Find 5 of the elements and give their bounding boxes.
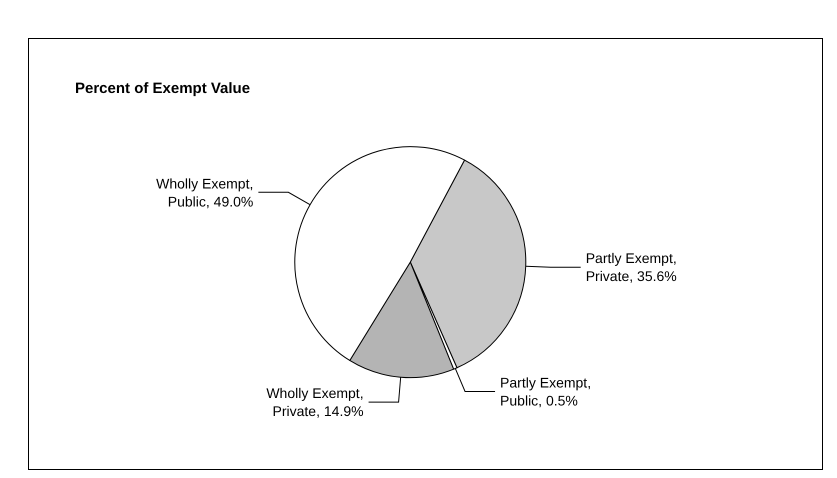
slice-label: Wholly Exempt, Private, 14.9% <box>266 385 364 420</box>
slice-label: Wholly Exempt, Public, 49.0% <box>156 175 254 210</box>
slice-label: Partly Exempt, Private, 35.6% <box>586 250 677 284</box>
slice-label: Partly Exempt, Public, 0.5% <box>500 374 592 408</box>
chart-title: Percent of Exempt Value <box>75 80 250 97</box>
